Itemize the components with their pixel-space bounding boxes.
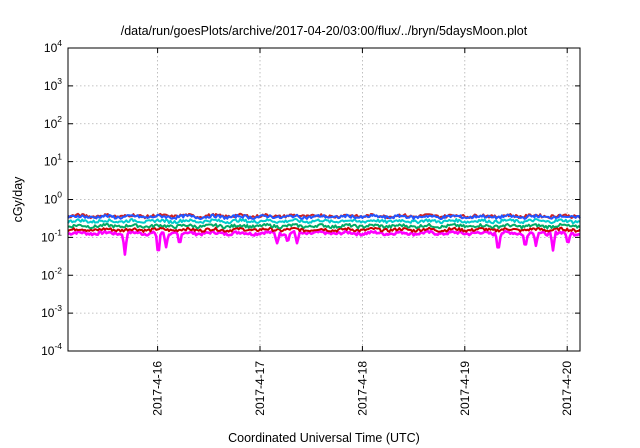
series-line <box>67 226 581 233</box>
y-tick-label: 104 <box>44 38 62 55</box>
chart-title: /data/run/goesPlots/archive/2017-04-20/0… <box>121 24 528 38</box>
series-line <box>67 213 581 221</box>
series-line <box>67 229 581 256</box>
y-tick-label: 10-4 <box>41 341 62 358</box>
y-tick-label: 102 <box>44 114 62 131</box>
y-tick-label: 100 <box>44 190 62 207</box>
grid <box>68 48 580 351</box>
series-group <box>67 212 581 256</box>
y-tick-label: 103 <box>44 76 62 93</box>
y-axis-label: cGy/day <box>11 176 25 223</box>
y-tick-label: 101 <box>44 152 62 169</box>
x-tick-label: 2017-4-18 <box>355 361 369 416</box>
y-tick-label: 10-1 <box>41 227 62 244</box>
x-tick-label: 2017-4-16 <box>151 361 165 416</box>
x-tick-label: 2017-4-17 <box>253 361 267 416</box>
x-tick-label: 2017-4-19 <box>458 361 472 416</box>
y-tick-label: 10-3 <box>41 303 62 320</box>
y-tick-label: 10-2 <box>41 265 62 282</box>
ticks: 10-4 10-3 10-2 10-1 100 101 102 103 104 2017-4-16… <box>41 38 580 416</box>
series-line <box>67 222 581 230</box>
x-axis-label: Coordinated Universal Time (UTC) <box>228 431 420 445</box>
series-line <box>67 217 581 225</box>
x-tick-label: 2017-4-20 <box>560 361 574 416</box>
